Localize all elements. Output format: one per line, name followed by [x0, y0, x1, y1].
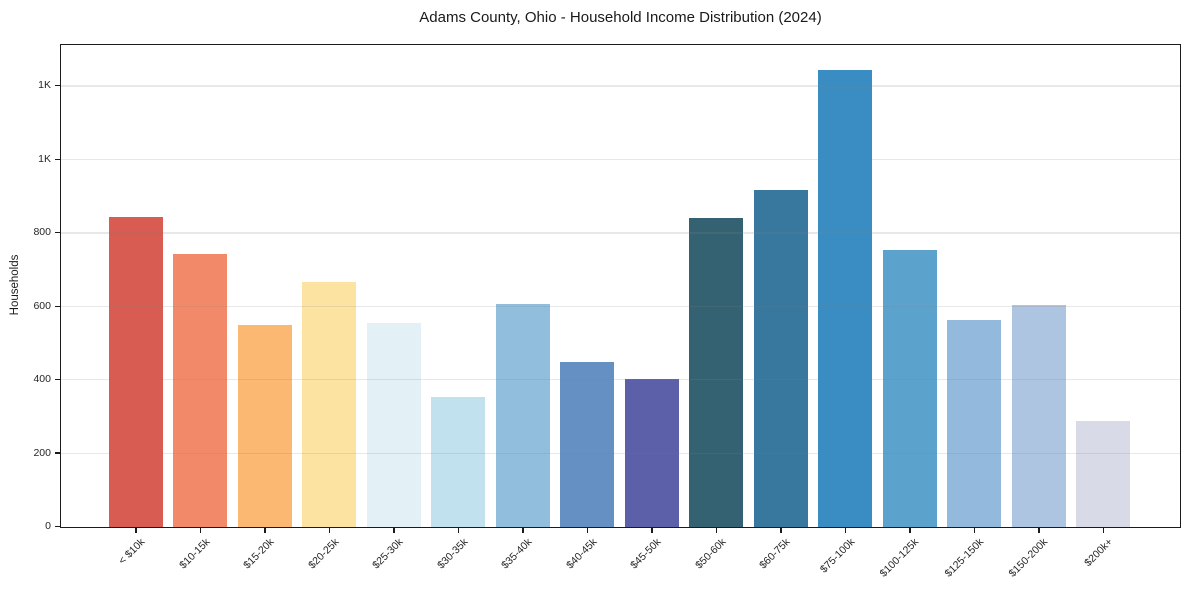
x-tick-label-$15-20k: $15-20k — [241, 536, 277, 572]
y-tick-label-0: 0 — [45, 520, 51, 533]
bar-$35-40k — [495, 303, 550, 527]
gridline-800 — [61, 232, 1180, 234]
y-tick-600 — [55, 305, 60, 307]
x-tick-$200k+ — [1102, 528, 1105, 533]
bar-$60-75k — [753, 190, 808, 527]
x-tick-$30-35k — [457, 528, 460, 533]
bar-< $10k — [108, 216, 163, 527]
y-tick-0 — [55, 525, 60, 528]
x-tick-label-$125-150k: $125-150k — [942, 536, 986, 580]
gridline-1200 — [61, 85, 1180, 87]
x-tick-$45-50k — [651, 528, 653, 533]
y-tick-label-600: 600 — [33, 299, 51, 312]
x-tick-$75-100k — [844, 528, 847, 533]
x-tick-label-$25-30k: $25-30k — [370, 536, 406, 572]
bar-$20-25k — [302, 282, 357, 527]
x-tick-$100-125k — [909, 528, 911, 533]
x-tick-label-$150-200k: $150-200k — [1006, 536, 1051, 580]
bar-$75-100k — [818, 69, 873, 527]
x-tick-label-$100-125k: $100-125k — [877, 536, 922, 580]
x-tick-$125-150k — [973, 528, 976, 533]
x-tick-label-$60-75k: $60-75k — [757, 536, 793, 572]
x-tick-$15-20k — [264, 528, 266, 533]
bar-$40-45k — [560, 361, 615, 527]
x-tick-label-$50-60k: $50-60k — [692, 536, 728, 572]
x-tick-label-< $10k: < $10k — [116, 536, 148, 567]
chart-title: Adams County, Ohio - Household Income Di… — [419, 9, 822, 26]
y-tick-label-800: 800 — [33, 226, 51, 239]
bar-$150-200k — [1011, 304, 1066, 527]
x-tick-< $10k — [135, 528, 137, 533]
bar-$30-35k — [431, 396, 486, 527]
bar-$10-15k — [173, 254, 228, 527]
y-tick-400 — [55, 379, 60, 381]
x-tick-$35-40k — [522, 528, 524, 533]
bar-$25-30k — [366, 322, 421, 527]
y-tick-label-200: 200 — [33, 446, 51, 459]
x-tick-$50-60k — [715, 528, 718, 533]
y-tick-200 — [55, 452, 60, 454]
plot-area — [60, 44, 1181, 528]
x-tick-label-$35-40k: $35-40k — [499, 536, 535, 572]
bar-$45-50k — [624, 379, 679, 527]
x-tick-label-$45-50k: $45-50k — [628, 536, 664, 572]
y-tick-label-1200: 1K — [38, 79, 51, 92]
bar-$200k+ — [1076, 421, 1131, 527]
y-tick-800 — [55, 232, 60, 234]
x-tick-label-$40-45k: $40-45k — [563, 536, 599, 572]
x-tick-$40-45k — [586, 528, 589, 533]
y-tick-label-1000: 1K — [38, 152, 51, 165]
y-tick-label-400: 400 — [33, 373, 51, 386]
x-tick-label-$200k+: $200k+ — [1081, 536, 1115, 570]
gridline-1000 — [61, 158, 1180, 161]
x-tick-label-$30-35k: $30-35k — [434, 536, 470, 572]
x-tick-$60-75k — [780, 528, 782, 533]
bar-$15-20k — [237, 324, 292, 527]
x-tick-label-$75-100k: $75-100k — [817, 536, 857, 576]
bar-$50-60k — [689, 218, 744, 527]
x-tick-$20-25k — [328, 528, 331, 533]
x-tick-$25-30k — [393, 528, 395, 533]
bar-$100-125k — [882, 250, 937, 527]
x-tick-$10-15k — [199, 528, 202, 533]
bar-$125-150k — [947, 319, 1002, 527]
x-tick-label-$20-25k: $20-25k — [305, 536, 341, 572]
x-tick-label-$10-15k: $10-15k — [176, 536, 212, 572]
y-tick-1200 — [55, 85, 60, 87]
x-tick-$150-200k — [1038, 528, 1040, 533]
y-tick-1000 — [55, 158, 60, 160]
